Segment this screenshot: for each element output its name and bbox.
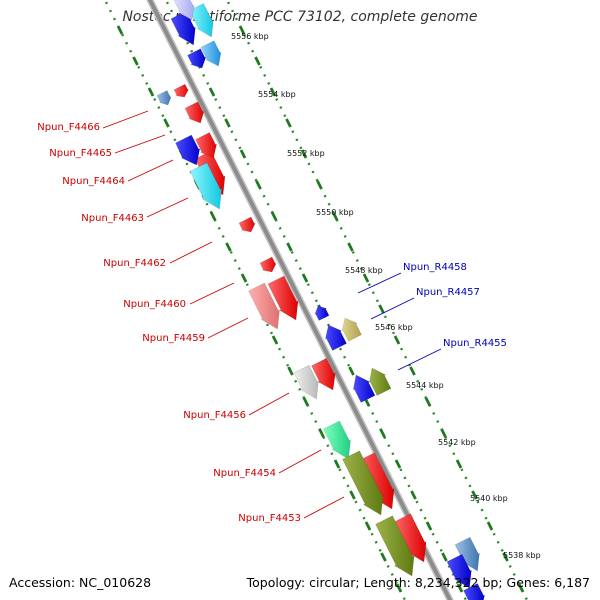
gene-arrow-forward xyxy=(446,553,472,589)
gene-block xyxy=(341,317,362,342)
backbone-line xyxy=(146,0,454,600)
gene-arrow-forward xyxy=(259,256,277,273)
gene-arrow-forward xyxy=(173,83,190,98)
gene-labels: Npun_F4466 Npun_F4465 Npun_F4464 Npun_F4463… xyxy=(37,110,507,524)
gene-block xyxy=(323,420,351,460)
gene-block xyxy=(375,515,415,577)
gene-label-r4458: Npun_R4458 xyxy=(403,262,467,273)
topology-text: Topology: circular; Length: 8,234,322 bp… xyxy=(246,575,590,590)
kbp-label: 5548 kbp xyxy=(345,266,383,275)
gene-label-f4465: Npun_F4465 xyxy=(49,148,112,159)
kbp-label: 5542 kbp xyxy=(438,438,476,447)
label-connector xyxy=(189,282,235,305)
kbp-label: 5552 kbp xyxy=(287,149,325,158)
gene-label-r4455: Npun_R4455 xyxy=(443,338,507,349)
gene-block xyxy=(368,367,392,396)
gene-arrow-forward xyxy=(463,583,486,600)
gene-arrow-forward xyxy=(184,101,205,124)
kbp-label: 5550 kbp xyxy=(316,208,354,217)
gene-label-f4456: Npun_F4456 xyxy=(183,410,246,421)
gene-arrow-forward xyxy=(200,40,222,67)
gene-label-f4459: Npun_F4459 xyxy=(142,333,205,344)
gene-arrow-forward xyxy=(311,357,336,391)
gene-label-f4466: Npun_F4466 xyxy=(37,122,100,133)
gene-arrow-forward xyxy=(187,48,207,69)
label-connector xyxy=(357,272,402,294)
label-connector xyxy=(370,297,415,320)
gene-label-f4460: Npun_F4460 xyxy=(123,299,186,310)
gene-label-f4453: Npun_F4453 xyxy=(238,513,301,524)
gene-block xyxy=(342,450,384,516)
label-connector xyxy=(397,348,442,371)
gene-block xyxy=(189,162,222,210)
gene-arrow-forward xyxy=(238,216,256,233)
label-connector xyxy=(114,134,166,154)
label-connector xyxy=(278,449,322,474)
label-connector xyxy=(303,496,345,519)
gene-label-r4457: Npun_R4457 xyxy=(416,287,480,298)
gene-label-f4464: Npun_F4464 xyxy=(62,176,125,187)
kbp-label: 5546 kbp xyxy=(375,323,413,332)
gene-label-f4462: Npun_F4462 xyxy=(103,258,166,269)
dotted-tracks xyxy=(103,0,529,600)
dotted-track-2 xyxy=(164,0,468,600)
kbp-label: 5538 kbp xyxy=(503,551,541,560)
kbp-label: 5544 kbp xyxy=(406,381,444,390)
gene-arrow-forward xyxy=(189,3,214,38)
label-connector xyxy=(127,159,174,182)
label-connector xyxy=(146,197,189,218)
dotted-track-1 xyxy=(103,0,407,600)
gene-arrow-forward xyxy=(175,134,201,166)
kbp-label: 5556 kbp xyxy=(231,32,269,41)
gene-arrow-forward xyxy=(267,275,299,321)
accession-text: Accession: NC_010628 xyxy=(9,575,152,590)
label-connector xyxy=(102,110,149,129)
gene-arrow-reverse xyxy=(352,374,376,403)
gene-block xyxy=(293,364,319,400)
gene-arrow-reverse xyxy=(324,324,347,351)
kbp-labels: 5556 kbp 5554 kbp 5552 kbp 5550 kbp 5548 kbp… xyxy=(231,32,541,560)
gene-arrow-reverse xyxy=(314,305,330,321)
gene-label-f4454: Npun_F4454 xyxy=(213,468,276,479)
gene-block xyxy=(173,0,195,21)
gene-arrow-forward xyxy=(195,132,218,159)
gene-label-f4463: Npun_F4463 xyxy=(81,213,144,224)
kbp-label: 5554 kbp xyxy=(258,90,296,99)
gene-block xyxy=(156,90,172,106)
gene-block xyxy=(248,282,280,330)
dotted-track-3 xyxy=(225,0,529,600)
label-connector xyxy=(169,241,213,264)
label-connector xyxy=(207,317,249,339)
label-connector xyxy=(248,392,290,416)
kbp-label: 5540 kbp xyxy=(470,494,508,503)
